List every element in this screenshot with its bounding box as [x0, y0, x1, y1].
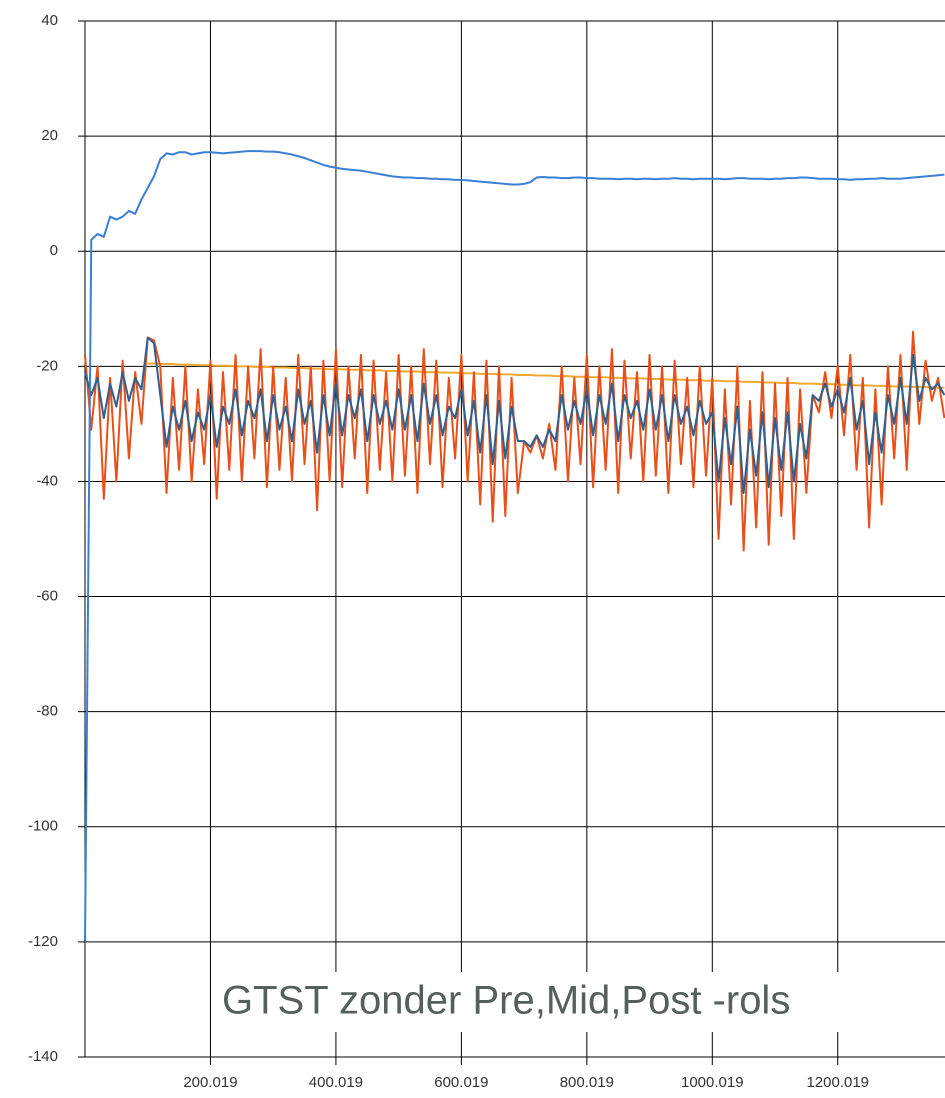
- y-tick-label: 20: [41, 127, 58, 144]
- x-tick-label: 200.019: [183, 1074, 237, 1091]
- y-tick-label: -40: [36, 472, 58, 489]
- y-tick-label: -80: [36, 703, 58, 720]
- x-tick-label: 1200.019: [806, 1074, 869, 1091]
- data-line: [84, 150, 945, 942]
- y-tick-label: -20: [36, 357, 58, 374]
- x-tick-label: 600.019: [434, 1074, 488, 1091]
- x-tick-label: 400.019: [309, 1074, 363, 1091]
- data-line: [84, 330, 945, 552]
- x-tick-label: 1000.019: [681, 1074, 744, 1091]
- annotation: GTST zonder Pre,Mid,Post -rols: [222, 979, 790, 1023]
- y-tick-label: -120: [28, 933, 58, 950]
- y-tick-label: -60: [36, 588, 58, 605]
- x-tick-label: 800.019: [560, 1074, 614, 1091]
- y-tick-label: 0: [50, 242, 58, 259]
- annotation-background: [215, 972, 945, 1032]
- y-tick-label: 40: [41, 12, 58, 29]
- plot-area: [84, 20, 945, 1058]
- y-tick-label: -100: [28, 818, 58, 835]
- data-line: [147, 362, 945, 389]
- data-line: [84, 336, 945, 494]
- y-tick-label: -140: [28, 1048, 58, 1065]
